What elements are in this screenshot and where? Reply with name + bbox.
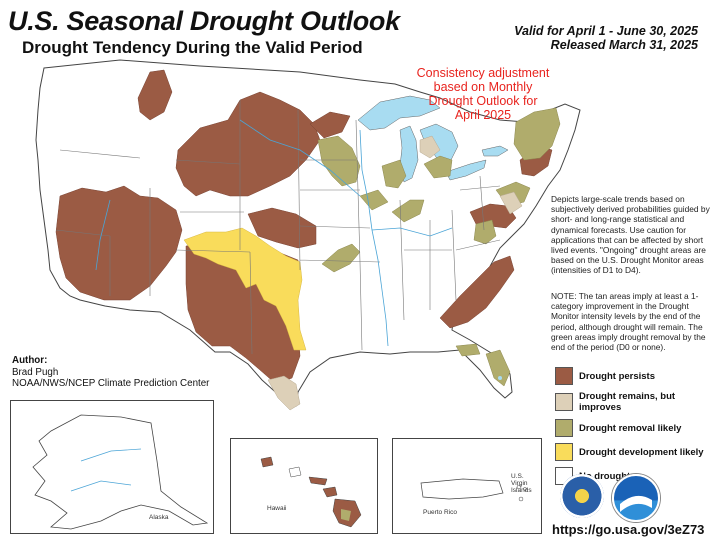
release-date: Released March 31, 2025 [550,38,698,52]
adjustment-line: April 2025 [454,108,512,122]
rivers [95,119,453,347]
description-text: Depicts large-scale trends based on subj… [551,194,710,276]
validity-info: Valid for April 1 - June 30, 2025 Releas… [514,24,698,52]
virgin-islands-label-line: Islands [511,487,532,494]
drought-removal-areas [317,107,561,387]
legend-label: Drought development likely [579,446,704,458]
legend-swatch-persists [555,367,573,385]
lake-michigan [399,125,419,183]
legend: Drought persists Drought remains, but im… [555,367,715,491]
alaska-map [32,414,209,530]
hawaii-inset: Hawaii [230,438,378,534]
hawaii-label: Hawaii [267,505,287,512]
legend-item: Drought removal likely [555,419,715,437]
author-name: Brad Pugh [12,366,59,378]
virgin-islands-label: U.S. Virgin Islands [511,473,541,494]
note-text: NOTE: The tan areas imply at least a 1-c… [551,291,706,353]
author-heading: Author: [12,355,48,366]
drought-improves-areas [267,135,523,411]
legend-swatch-development [555,443,573,461]
drought-development-areas [183,227,307,351]
state-boundaries [55,100,501,355]
page-title: U.S. Seasonal Drought Outlook [8,6,400,36]
puerto-rico-map [420,478,527,502]
outlook-url[interactable]: https://go.usa.gov/3eZ73 [552,522,705,537]
legend-label: No drought [579,470,631,482]
puerto-rico-inset: Puerto Rico U.S. Virgin Islands [392,438,542,534]
legend-label: Drought persists [579,370,656,382]
doc-seal-icon [560,474,604,518]
legend-swatch-removal [555,419,573,437]
lake-erie [445,159,487,181]
adjustment-line: based on Monthly [433,80,533,94]
valid-period: Valid for April 1 - June 30, 2025 [514,24,698,38]
noaa-logo-icon [612,474,660,522]
lake-superior [357,95,441,131]
author-block: Author: Brad Pugh NOAA/NWS/NCEP Climate … [12,355,209,390]
legend-label: Drought remains, but improves [579,391,676,413]
author-org: NOAA/NWS/NCEP Climate Prediction Center [12,378,210,389]
hawaii-map [260,456,362,528]
puerto-rico-label: Puerto Rico [423,509,457,516]
legend-item: Drought remains, but improves [555,391,715,413]
legend-swatch-improves [555,393,573,411]
legend-label: Drought removal likely [579,422,682,434]
alaska-label: Alaska [149,514,169,521]
page-subtitle: Drought Tendency During the Valid Period [22,38,363,57]
legend-item: Drought persists [555,367,715,385]
legend-item: Drought development likely [555,443,715,461]
consistency-adjustment-note: Consistency adjustment based on Monthly … [398,66,568,122]
virgin-islands-label-line: U.S. Virgin [511,473,528,487]
adjustment-line: Consistency adjustment [416,66,550,80]
lake-ontario [481,145,509,157]
adjustment-line: Drought Outlook for [428,94,538,108]
alaska-inset: Alaska [10,400,214,534]
